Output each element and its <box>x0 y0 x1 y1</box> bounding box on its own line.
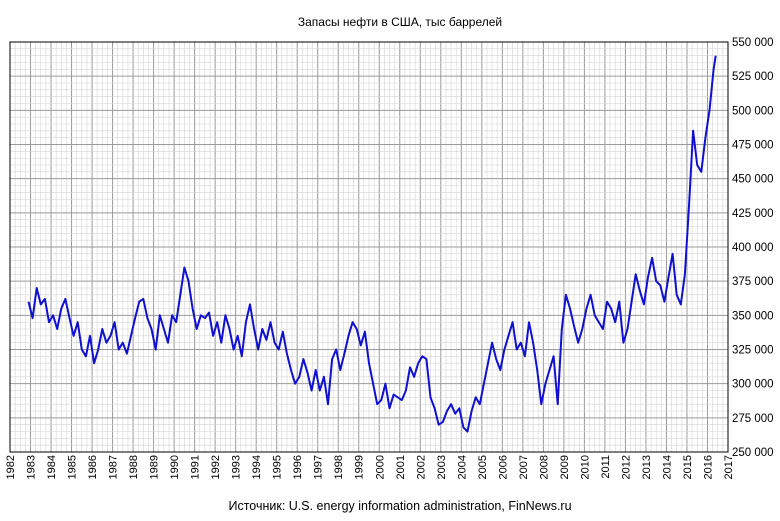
x-tick-label: 2012 <box>620 455 632 479</box>
y-tick-label: 525 000 <box>732 71 774 83</box>
x-tick-label: 2006 <box>497 455 509 479</box>
x-tick-label: 2015 <box>682 455 694 479</box>
chart-source: Источник: U.S. energy information admini… <box>228 499 571 513</box>
x-tick-label: 1992 <box>210 455 222 479</box>
x-tick-label: 1985 <box>67 455 79 479</box>
x-tick-label: 2014 <box>661 455 673 479</box>
x-tick-label: 2000 <box>374 455 386 479</box>
y-axis-ticks: 250 000 275 000 300 000 325 000 350 000 375 0… <box>732 37 774 459</box>
x-tick-label: 1998 <box>333 455 345 479</box>
y-tick-label: 550 000 <box>732 37 774 49</box>
x-tick-label: 2009 <box>559 455 571 479</box>
y-tick-label: 400 000 <box>732 242 774 254</box>
series-line-oil-stocks <box>27 55 717 433</box>
x-tick-label: 1995 <box>272 455 284 479</box>
y-tick-label: 500 000 <box>732 105 774 117</box>
x-tick-label: 2016 <box>702 455 714 479</box>
x-axis-ticks: 1982 1983 1984 1985 1986 1987 1988 1989 1990 1991… <box>5 455 735 479</box>
x-tick-label: 1999 <box>354 455 366 479</box>
x-tick-label: 2002 <box>415 455 427 479</box>
y-tick-label: 325 000 <box>732 345 774 357</box>
x-tick-label: 2011 <box>600 455 612 479</box>
plot-frame <box>9 41 729 453</box>
x-tick-label: 1989 <box>149 455 161 479</box>
x-tick-label: 1982 <box>5 455 17 479</box>
y-tick-label: 300 000 <box>732 379 774 391</box>
x-tick-label: 1983 <box>26 455 38 479</box>
y-tick-label: 250 000 <box>732 447 774 459</box>
x-tick-label: 2010 <box>579 455 591 479</box>
x-tick-label: 1988 <box>128 455 140 479</box>
y-tick-label: 450 000 <box>732 174 774 186</box>
x-tick-label: 1997 <box>313 455 325 479</box>
y-tick-label: 425 000 <box>732 208 774 220</box>
y-tick-label: 275 000 <box>732 413 774 425</box>
x-tick-label: 1994 <box>251 455 263 479</box>
x-tick-label: 1987 <box>108 455 120 479</box>
grid <box>10 42 728 452</box>
y-tick-label: 350 000 <box>732 310 774 322</box>
x-tick-label: 2007 <box>518 455 530 479</box>
x-tick-label: 2003 <box>436 455 448 479</box>
x-tick-label: 1996 <box>292 455 304 479</box>
x-tick-label: 1986 <box>87 455 99 479</box>
x-tick-label: 2004 <box>456 455 468 479</box>
x-tick-label: 1991 <box>190 455 202 479</box>
x-tick-label: 2001 <box>395 455 407 479</box>
x-tick-label: 1984 <box>46 455 58 479</box>
x-tick-label: 1990 <box>169 455 181 479</box>
x-tick-label: 2008 <box>538 455 550 479</box>
x-tick-label: 2013 <box>641 455 653 479</box>
y-tick-label: 475 000 <box>732 140 774 152</box>
x-tick-label: 2017 <box>723 455 735 479</box>
y-tick-label: 375 000 <box>732 276 774 288</box>
x-tick-label: 2005 <box>477 455 489 479</box>
chart-title: Запасы нефти в США, тыс баррелей <box>298 15 502 29</box>
x-tick-label: 1993 <box>231 455 243 479</box>
